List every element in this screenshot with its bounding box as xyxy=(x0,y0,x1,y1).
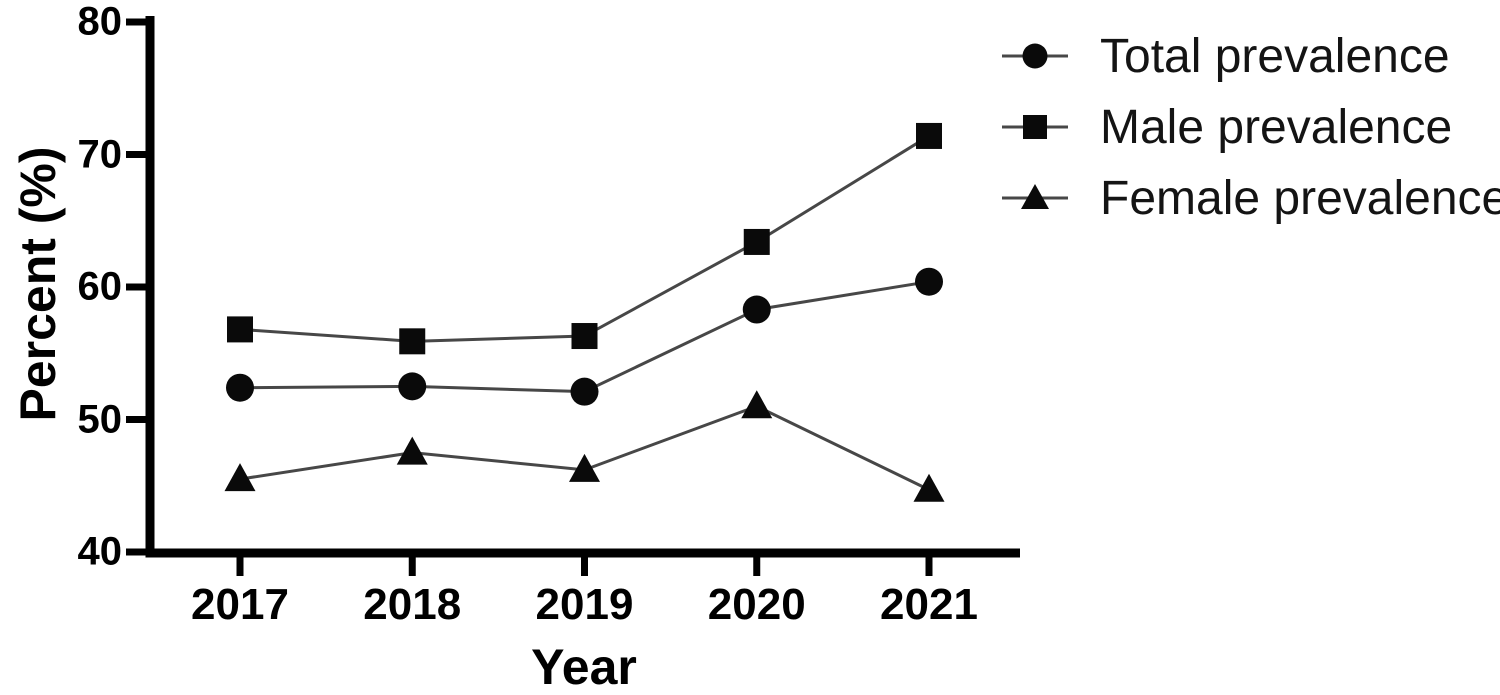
legend-item-female: Female prevalence xyxy=(1000,170,1500,226)
legend-item-total: Total prevalence xyxy=(1000,28,1500,84)
x-tick-label: 2021 xyxy=(880,580,978,629)
x-tick-label: 2019 xyxy=(535,580,634,629)
y-tick-label: 70 xyxy=(77,132,123,176)
y-tick-label: 80 xyxy=(77,0,123,44)
y-tick-label: 60 xyxy=(77,264,123,309)
legend-label-female: Female prevalence xyxy=(1100,171,1500,225)
square-marker-icon xyxy=(1002,115,1068,139)
triangle-marker-icon xyxy=(1002,184,1068,209)
legend-label-male: Male prevalence xyxy=(1100,100,1453,154)
legend-label-total: Total prevalence xyxy=(1100,29,1450,83)
x-axis-title: Year xyxy=(531,639,637,695)
x-tick-label: 2018 xyxy=(363,580,462,629)
legend-item-male: Male prevalence xyxy=(1000,99,1500,155)
legend: Total prevalence Male prevalence Female … xyxy=(1000,28,1500,241)
y-axis-title: Percent (%) xyxy=(10,146,66,422)
x-tick-label: 2017 xyxy=(191,580,289,629)
x-tick-label: 2020 xyxy=(707,580,806,629)
circle-marker-icon xyxy=(1002,43,1068,69)
y-tick-label: 50 xyxy=(77,397,123,441)
y-tick-label: 40 xyxy=(77,529,123,574)
